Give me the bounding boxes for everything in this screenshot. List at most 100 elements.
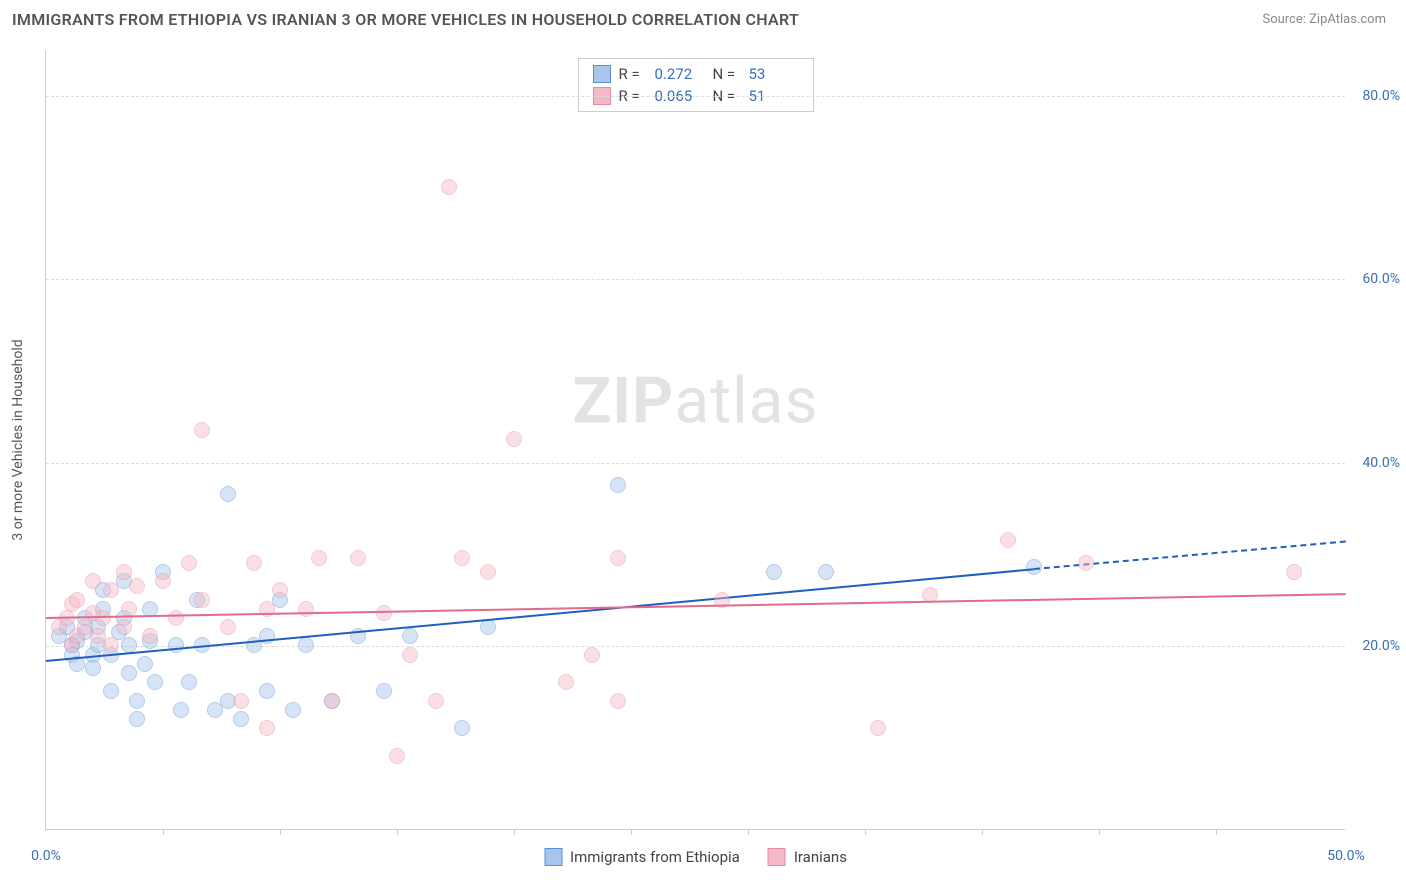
data-point bbox=[402, 647, 418, 663]
x-tick bbox=[397, 829, 398, 835]
x-tick bbox=[514, 829, 515, 835]
data-point bbox=[168, 610, 184, 626]
legend-item: Iranians bbox=[768, 848, 847, 866]
chart-title: IMMIGRANTS FROM ETHIOPIA VS IRANIAN 3 OR… bbox=[12, 10, 799, 29]
x-tick-label: 0.0% bbox=[31, 848, 61, 864]
y-tick-label: 60.0% bbox=[1362, 271, 1400, 287]
data-point bbox=[259, 683, 275, 699]
r-value: 0.272 bbox=[655, 65, 705, 83]
n-value: 53 bbox=[749, 65, 799, 83]
data-point bbox=[389, 748, 405, 764]
data-point bbox=[129, 578, 145, 594]
x-tick bbox=[163, 829, 164, 835]
data-point bbox=[402, 628, 418, 644]
data-point bbox=[870, 720, 886, 736]
y-axis-title: 3 or more Vehicles in Household bbox=[10, 339, 26, 540]
gridline bbox=[46, 646, 1345, 647]
data-point bbox=[168, 637, 184, 653]
gridline bbox=[46, 463, 1345, 464]
gridline bbox=[46, 96, 1345, 97]
data-point bbox=[285, 702, 301, 718]
n-label: N = bbox=[713, 65, 741, 83]
data-point bbox=[181, 674, 197, 690]
watermark: ZIPatlas bbox=[573, 363, 819, 438]
r-label: R = bbox=[619, 65, 647, 83]
data-point bbox=[376, 683, 392, 699]
data-point bbox=[298, 637, 314, 653]
data-point bbox=[155, 573, 171, 589]
data-point bbox=[85, 660, 101, 676]
data-point bbox=[129, 711, 145, 727]
data-point bbox=[480, 619, 496, 635]
data-point bbox=[103, 683, 119, 699]
data-point bbox=[147, 674, 163, 690]
data-point bbox=[259, 720, 275, 736]
x-tick bbox=[748, 829, 749, 835]
source-attribution: Source: ZipAtlas.com bbox=[1262, 12, 1386, 27]
data-point bbox=[610, 693, 626, 709]
data-point bbox=[324, 693, 340, 709]
x-tick bbox=[631, 829, 632, 835]
data-point bbox=[173, 702, 189, 718]
data-point bbox=[818, 564, 834, 580]
data-point bbox=[181, 555, 197, 571]
data-point bbox=[610, 550, 626, 566]
data-point bbox=[1000, 532, 1016, 548]
data-point bbox=[272, 582, 288, 598]
y-tick-label: 40.0% bbox=[1362, 455, 1400, 471]
data-point bbox=[454, 720, 470, 736]
y-tick-label: 80.0% bbox=[1362, 88, 1400, 104]
data-point bbox=[220, 619, 236, 635]
data-point bbox=[121, 665, 137, 681]
correlation-legend: R =0.272N =53R =0.065N =51 bbox=[578, 58, 814, 112]
data-point bbox=[311, 550, 327, 566]
x-tick bbox=[280, 829, 281, 835]
data-point bbox=[137, 656, 153, 672]
series-legend: Immigrants from Ethiopia Iranians bbox=[544, 848, 847, 866]
data-point bbox=[610, 477, 626, 493]
data-point bbox=[506, 431, 522, 447]
scatter-chart: 3 or more Vehicles in Household ZIPatlas… bbox=[45, 50, 1345, 830]
data-point bbox=[194, 592, 210, 608]
data-point bbox=[480, 564, 496, 580]
data-point bbox=[350, 550, 366, 566]
data-point bbox=[298, 601, 314, 617]
data-point bbox=[142, 628, 158, 644]
data-point bbox=[376, 605, 392, 621]
legend-label: Immigrants from Ethiopia bbox=[570, 848, 740, 866]
data-point bbox=[441, 179, 457, 195]
data-point bbox=[194, 422, 210, 438]
data-point bbox=[116, 564, 132, 580]
legend-swatch bbox=[544, 848, 562, 866]
data-point bbox=[129, 693, 145, 709]
x-tick-label: 50.0% bbox=[1327, 848, 1365, 864]
data-point bbox=[584, 647, 600, 663]
data-point bbox=[85, 573, 101, 589]
legend-swatch bbox=[768, 848, 786, 866]
data-point bbox=[103, 637, 119, 653]
legend-item: Immigrants from Ethiopia bbox=[544, 848, 740, 866]
data-point bbox=[558, 674, 574, 690]
x-tick bbox=[982, 829, 983, 835]
x-tick bbox=[1099, 829, 1100, 835]
data-point bbox=[69, 592, 85, 608]
data-point bbox=[233, 711, 249, 727]
legend-swatch bbox=[593, 65, 611, 83]
data-point bbox=[1078, 555, 1094, 571]
data-point bbox=[1286, 564, 1302, 580]
x-tick bbox=[865, 829, 866, 835]
legend-row: R = 0.272 N = 53 bbox=[593, 63, 799, 85]
data-point bbox=[766, 564, 782, 580]
x-tick bbox=[1216, 829, 1217, 835]
data-point bbox=[246, 555, 262, 571]
gridline bbox=[46, 279, 1345, 280]
data-point bbox=[220, 486, 236, 502]
data-point bbox=[103, 582, 119, 598]
data-point bbox=[116, 619, 132, 635]
trend-line bbox=[46, 593, 1346, 619]
y-tick-label: 20.0% bbox=[1362, 638, 1400, 654]
legend-label: Iranians bbox=[794, 848, 847, 866]
data-point bbox=[233, 693, 249, 709]
data-point bbox=[454, 550, 470, 566]
data-point bbox=[428, 693, 444, 709]
